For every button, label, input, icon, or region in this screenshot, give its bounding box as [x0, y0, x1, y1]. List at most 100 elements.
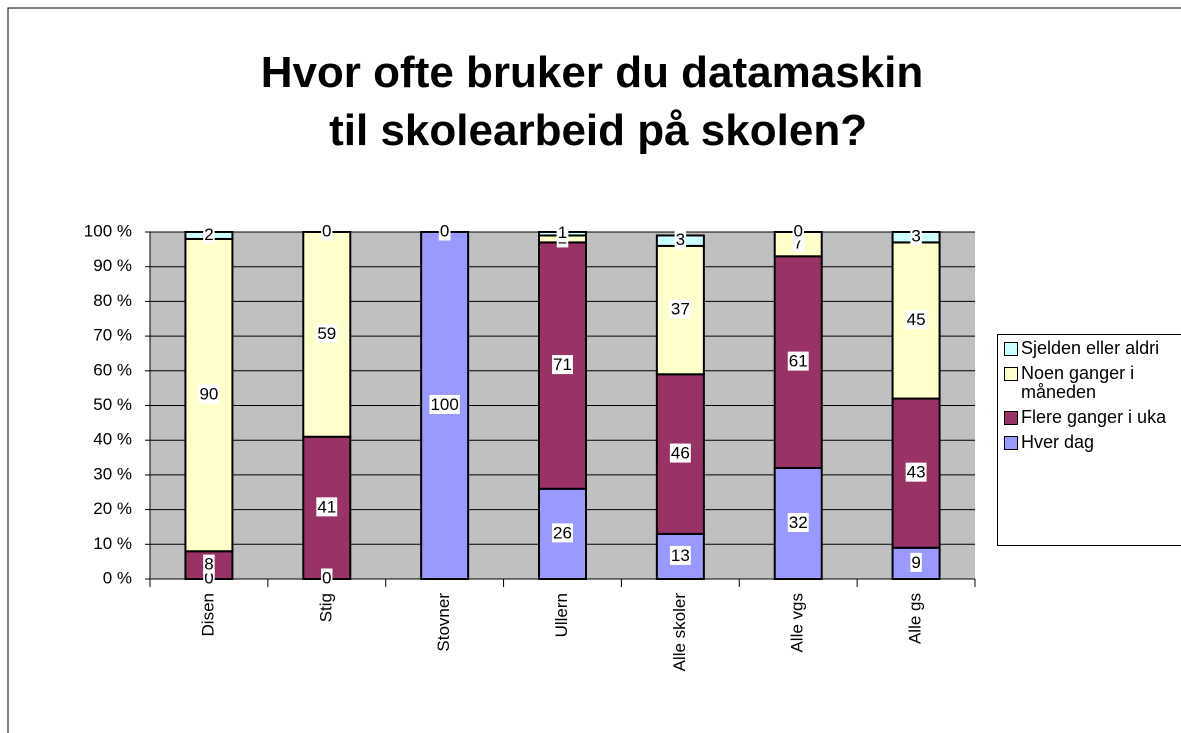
data-label-bg: [669, 299, 691, 319]
x-tick-label: Alle vgs: [788, 593, 807, 653]
data-label: 100: [430, 395, 458, 414]
data-label: 37: [671, 300, 690, 319]
data-label-group: 43: [905, 462, 927, 482]
data-label-group: 0: [321, 568, 333, 588]
data-label-bg: [203, 224, 215, 244]
y-tick-label: 10 %: [93, 534, 132, 553]
data-label-bg: [429, 394, 460, 414]
data-label-bg: [552, 355, 573, 375]
data-label-bg: [910, 226, 922, 246]
data-label: 3: [676, 230, 685, 249]
legend-label: Hver dag: [1021, 432, 1095, 452]
data-label-bg: [669, 443, 691, 463]
data-label-bg: [316, 497, 338, 517]
x-tick-label: Disen: [198, 593, 217, 636]
data-label-bg: [321, 568, 333, 588]
data-label: 0: [793, 221, 802, 240]
data-label-group: 0: [203, 568, 215, 588]
data-label-bg: [556, 223, 569, 243]
data-label: 0: [322, 221, 331, 240]
data-label-bg: [787, 351, 809, 371]
data-label-group: 90: [198, 384, 220, 404]
data-label-group: 9: [910, 552, 922, 572]
y-tick-label: 90 %: [93, 256, 132, 275]
data-label-group: 0: [438, 221, 451, 241]
legend-label: Flere ganger i uka: [1021, 407, 1167, 427]
y-tick-label: 0 %: [103, 568, 132, 587]
data-label: 26: [553, 523, 572, 542]
legend: Sjelden eller aldri Noen ganger i måneden…: [997, 334, 1181, 546]
data-label: 43: [907, 463, 926, 482]
data-label: 0: [322, 568, 331, 587]
data-label-bg: [910, 552, 922, 572]
x-tick-label: Ullern: [552, 593, 571, 637]
legend-swatch: [1004, 436, 1018, 450]
data-label-group: 46: [669, 443, 691, 463]
data-label: 13: [671, 546, 690, 565]
data-label-group: 3: [674, 230, 687, 250]
data-label-group: 45: [905, 309, 927, 329]
legend-swatch: [1004, 342, 1018, 356]
legend-item: Noen ganger i måneden: [1004, 364, 1181, 402]
y-tick-label: 100 %: [84, 221, 132, 240]
legend-label: Sjelden eller aldri: [1021, 338, 1160, 358]
data-label-bg: [669, 545, 691, 565]
x-tick-label: Stovner: [434, 593, 453, 652]
legend-label: Noen ganger i måneden: [1021, 363, 1135, 402]
x-tick-label: Alle gs: [906, 593, 925, 644]
data-label-bg: [316, 323, 338, 343]
data-label: 59: [317, 324, 336, 343]
x-tick-label: Alle skoler: [670, 593, 689, 672]
data-label-bg: [198, 384, 220, 404]
y-tick-label: 60 %: [93, 360, 132, 379]
bar-segment: [655, 373, 705, 535]
data-label-group: 41: [316, 497, 338, 517]
frame: [7, 7, 1181, 733]
data-label-bg: [787, 512, 809, 532]
data-label-group: 3: [910, 226, 922, 246]
data-label-group: 0: [792, 221, 804, 241]
y-tick-label: 30 %: [93, 464, 132, 483]
data-label-group: 7: [792, 233, 804, 253]
legend-item: Hver dag: [1004, 433, 1181, 452]
data-label-group: 2: [203, 224, 215, 244]
legend-swatch: [1004, 367, 1018, 381]
data-label: 3: [911, 227, 920, 246]
data-label-group: 59: [316, 323, 338, 343]
data-label-bg: [905, 309, 927, 329]
data-label-bg: [905, 462, 927, 482]
data-label: 0: [204, 568, 213, 587]
x-tick-label: Stig: [316, 593, 335, 622]
data-label-group: 26: [552, 523, 573, 543]
data-label: 90: [199, 385, 218, 404]
data-label-bg: [792, 221, 804, 241]
data-label-group: 71: [552, 355, 573, 375]
bar-segment: [891, 397, 941, 549]
y-tick-label: 70 %: [93, 326, 132, 345]
data-label: 41: [317, 497, 336, 516]
data-label-group: 100: [429, 394, 460, 414]
data-label-group: 8: [203, 554, 215, 574]
data-label-group: 32: [787, 512, 809, 532]
data-label-bg: [321, 221, 333, 241]
y-tick-label: 20 %: [93, 499, 132, 518]
data-label: 2: [204, 225, 213, 244]
data-label-group: 1: [556, 223, 569, 243]
data-label-group: 61: [787, 351, 809, 371]
data-label-bg: [438, 221, 451, 241]
data-label-bg: [552, 523, 573, 543]
y-tick-label: 80 %: [93, 291, 132, 310]
data-label-bg: [674, 230, 687, 250]
data-label-group: 0: [321, 221, 333, 241]
y-tick-label: 40 %: [93, 430, 132, 449]
data-label-group: 37: [669, 299, 691, 319]
data-label: 71: [553, 355, 572, 374]
data-label: 0: [440, 221, 449, 240]
legend-swatch: [1004, 411, 1018, 425]
data-label: 9: [911, 553, 920, 572]
data-label-bg: [203, 568, 215, 588]
data-label: 32: [789, 513, 808, 532]
y-tick-label: 50 %: [93, 395, 132, 414]
